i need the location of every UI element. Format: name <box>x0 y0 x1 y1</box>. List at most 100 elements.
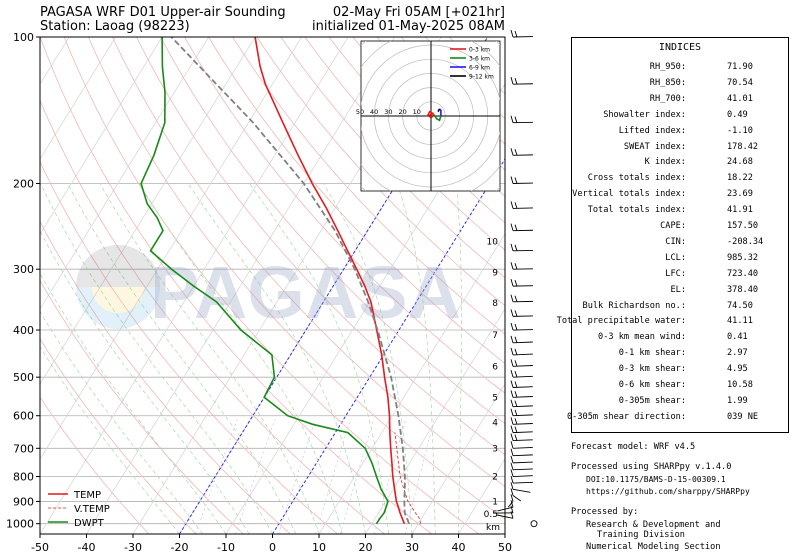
footer-doi: DOI:10.1175/BAMS-D-15-00309.1 <box>586 475 726 484</box>
dry-adiabat-line <box>256 37 505 307</box>
wind-barb <box>507 494 514 508</box>
indices-row-label: EL: <box>670 284 686 295</box>
wind-barb <box>510 433 533 442</box>
indices-row-label: Lifted index: <box>618 125 686 136</box>
wind-barb <box>510 390 533 398</box>
dry-adiabat-line <box>184 37 505 394</box>
wind-barb <box>510 380 533 388</box>
y-tick-label: 400 <box>13 324 34 337</box>
wind-barb <box>510 223 533 232</box>
indices-row-value: 985.32 <box>727 252 759 263</box>
dry-adiabat-line <box>87 37 505 520</box>
series-line-vtemp <box>394 432 422 524</box>
wind-barb <box>510 262 533 270</box>
x-tick-label: -40 <box>78 541 96 554</box>
indices-row: Total precipitable water: 41.11 <box>557 316 788 330</box>
wind-barb <box>510 201 533 209</box>
dry-adiabat-line <box>40 160 338 534</box>
height-km-unit: km <box>486 523 500 533</box>
indices-row-label: LCL: <box>665 252 686 263</box>
moist-adiabat-line <box>456 183 462 534</box>
indices-row-label: K index: <box>644 157 686 168</box>
legend-label: TEMP <box>73 490 101 501</box>
moist-adiabat-line <box>40 183 273 534</box>
indices-row-label: Showalter index: <box>603 109 686 120</box>
x-tick-label: 10 <box>312 541 326 554</box>
y-tick-label: 800 <box>13 471 34 484</box>
moist-adiabat-line <box>99 183 320 534</box>
indices-row-label: 0-305m shear: <box>618 395 686 406</box>
wind-barb <box>510 370 533 378</box>
indices-row-label: CIN: <box>665 236 686 247</box>
indices-row-label: Total precipitable water: <box>556 316 686 327</box>
wind-barb <box>496 511 514 519</box>
wind-barb <box>497 500 514 512</box>
height-km-label: 2 <box>492 473 498 483</box>
indices-row-label: CAPE: <box>660 221 686 231</box>
mixing-ratio-line <box>404 419 435 534</box>
height-km-label: 0.5 <box>484 510 498 520</box>
indices-row: Lifted index: -1.10 <box>572 126 788 140</box>
indices-row: RH_850: 70.54 <box>572 78 788 92</box>
footer-processed-by: Processed by: <box>571 507 639 517</box>
hodograph-ring-label: 30 <box>384 108 392 116</box>
dry-adiabat-line <box>208 37 505 364</box>
indices-row-value: 41.91 <box>727 205 753 216</box>
hodograph-trace-0-3km <box>427 110 435 117</box>
indices-row: LCL: 985.32 <box>572 253 788 267</box>
indices-row-label: Total totals index: <box>587 205 686 216</box>
wind-barb <box>510 408 533 417</box>
moist-adiabat-line <box>67 183 297 534</box>
indices-row-value: 723.40 <box>727 268 759 279</box>
wind-barb <box>510 441 533 449</box>
dry-adiabat-line <box>111 37 505 488</box>
y-tick-label: 600 <box>13 410 34 423</box>
wind-barb <box>493 505 514 514</box>
footer-processed-with: Processed using SHARPpy v.1.4.0 <box>571 462 732 472</box>
indices-row: 0-6 km shear: 10.58 <box>572 380 788 394</box>
x-tick-label: -10 <box>217 541 235 554</box>
hodograph-legend-label: 6-9 km <box>469 65 490 72</box>
mixing-ratio-line <box>340 419 374 534</box>
mixing-ratio-line <box>235 419 276 534</box>
isotherm-line <box>272 158 505 534</box>
moist-adiabat-line <box>40 230 250 534</box>
title-left-line-1: PAGASA WRF D01 Upper-air Sounding <box>40 5 286 20</box>
height-km-label: 10 <box>487 237 499 247</box>
hodograph-trace-3-6km <box>433 114 442 122</box>
wind-barb <box>510 309 533 317</box>
indices-row-value: 18.22 <box>727 173 753 184</box>
dry-adiabat-line <box>136 37 505 456</box>
moist-adiabat-line <box>139 183 343 534</box>
wind-barb <box>510 425 533 434</box>
dry-adiabat-line <box>280 37 505 279</box>
indices-row-label: RH_850: <box>649 77 686 88</box>
x-tick-label: 50 <box>498 541 512 554</box>
indices-row-label: 0-6 km shear: <box>618 380 686 390</box>
dry-adiabat-line <box>40 396 150 534</box>
series-line-dwpt <box>140 37 389 525</box>
footer-org-line-3: Numerical Modeling Section <box>586 542 721 552</box>
legend-label: DWPT <box>74 518 105 529</box>
indices-row: CIN: -208.34 <box>572 237 788 251</box>
x-tick-label: 0 <box>269 541 276 554</box>
indices-title: INDICES <box>658 42 702 53</box>
moist-adiabat-line <box>396 183 436 534</box>
dry-adiabat-line <box>160 37 505 425</box>
indices-row: Cross totals index: 18.22 <box>572 173 788 187</box>
indices-row-label: LFC: <box>665 268 686 279</box>
hodograph-legend-label: 0-3 km <box>469 47 490 54</box>
hodograph-legend-label: 3-6 km <box>469 56 490 63</box>
hodograph-ring-label: 20 <box>398 108 406 116</box>
series-line-temp <box>254 37 406 525</box>
height-km-label: 5 <box>492 393 498 403</box>
mixing-ratio-line <box>374 419 406 534</box>
indices-row-value: 2.97 <box>727 348 748 359</box>
height-km-label: 3 <box>492 444 498 454</box>
indices-row-value: 41.11 <box>727 316 753 327</box>
height-km-label: 1 <box>492 497 498 507</box>
indices-row: 0-3 km mean wind: 0.41 <box>572 332 788 346</box>
wind-barb <box>510 448 533 457</box>
indices-row: RH_950: 71.90 <box>572 62 788 76</box>
indices-row-value: 24.68 <box>727 157 753 168</box>
